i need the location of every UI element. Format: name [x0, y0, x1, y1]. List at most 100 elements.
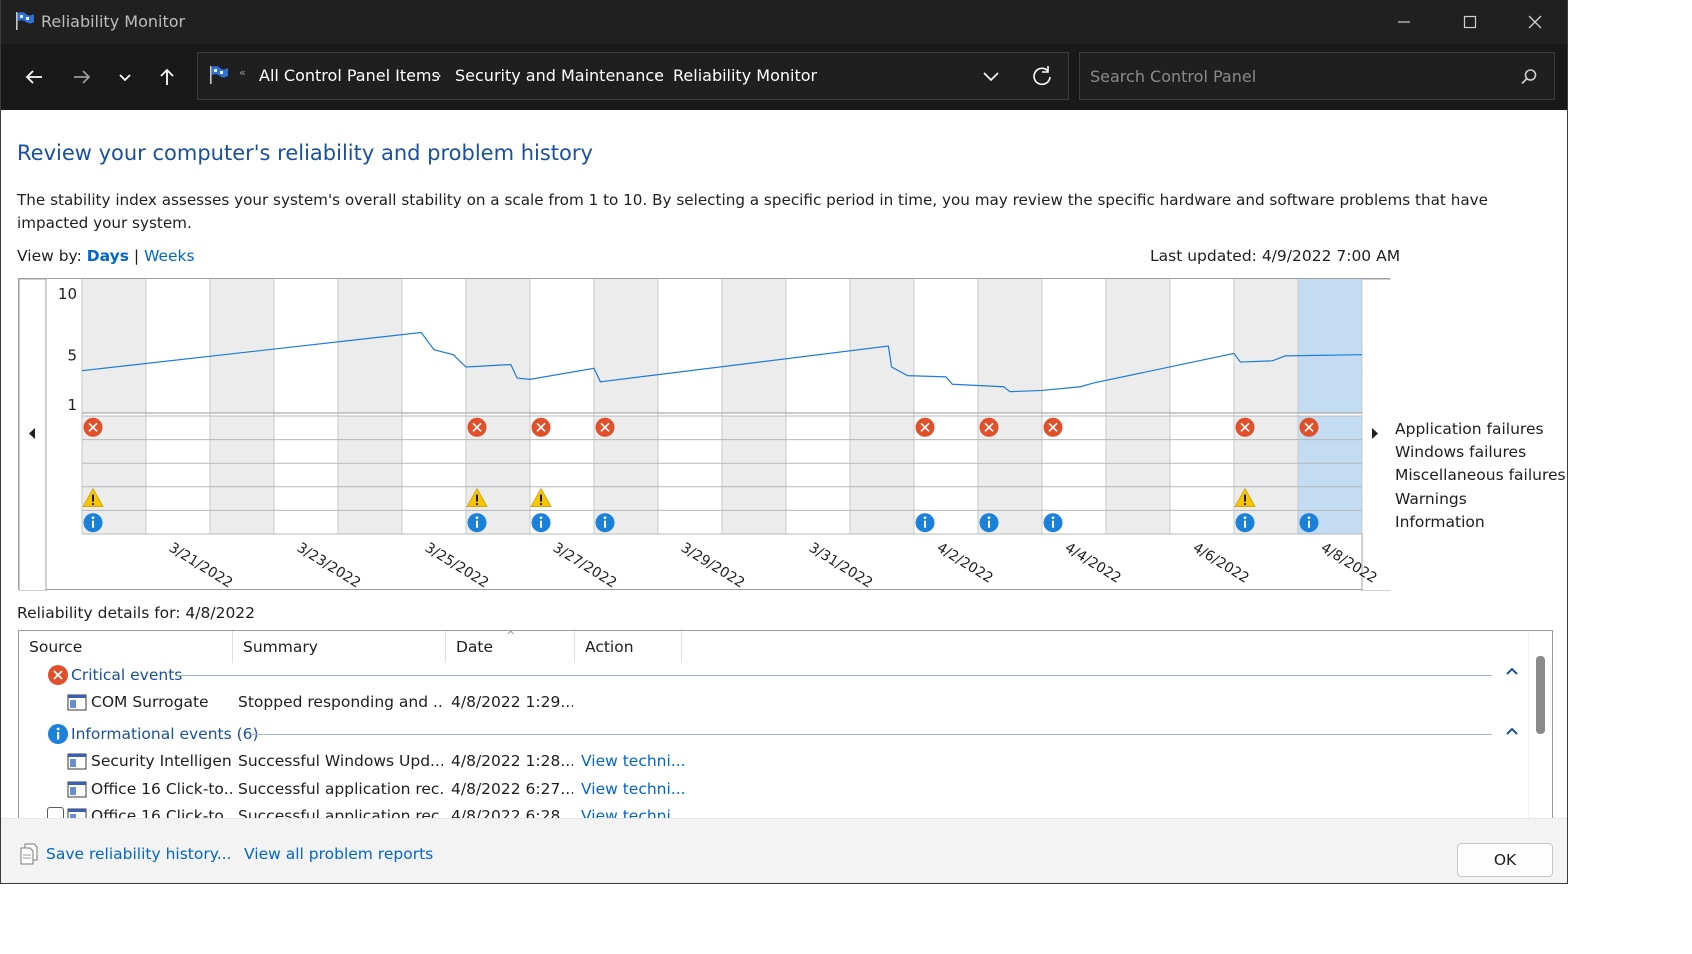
overflow-chevron-icon[interactable]: «: [239, 66, 246, 79]
footer-bar: Save reliability history... View all pro…: [1, 818, 1567, 883]
day-column: [594, 279, 658, 413]
legend-item: Information: [1395, 512, 1485, 531]
reliability-chart[interactable]: 10 5 1 3/21/2022 3/23/2022 3/25/2022 3/27/2022…: [18, 278, 1393, 592]
close-button[interactable]: [1502, 0, 1567, 44]
day-column: [1042, 279, 1106, 413]
scrollbar-thumb[interactable]: [1536, 656, 1545, 734]
forward-button[interactable]: [64, 57, 100, 97]
info-icon-bar: [1308, 520, 1310, 528]
ok-button[interactable]: OK: [1457, 843, 1553, 877]
refresh-icon: [1033, 66, 1051, 86]
error-icon-cross: [472, 422, 482, 432]
address-dropdown-button[interactable]: [982, 67, 1000, 89]
column-header-summary[interactable]: Summary: [233, 631, 446, 663]
view-all-problem-reports-link[interactable]: View all problem reports: [244, 845, 434, 863]
row-source: Office 16 Click-to...: [91, 780, 233, 798]
info-icon-dot: [987, 516, 991, 519]
day-column: [914, 279, 978, 413]
application-icon: [67, 781, 87, 798]
search-box[interactable]: Search Control Panel: [1079, 52, 1555, 100]
info-icon-bar: [540, 520, 542, 528]
error-icon-cross: [920, 422, 930, 432]
information-icon: [1235, 513, 1255, 533]
day-column: [338, 279, 402, 413]
info-icon-dot: [475, 516, 479, 519]
arrow-up-icon: [160, 68, 174, 85]
window-title: Reliability Monitor: [41, 12, 186, 31]
view-technical-details-link[interactable]: View techni...: [581, 780, 686, 798]
application-icon: [67, 694, 87, 711]
up-button[interactable]: [149, 57, 185, 97]
flag-icon: [207, 65, 231, 89]
view-by-label: View by:: [17, 247, 82, 265]
day-column: [1298, 279, 1362, 413]
date-label: 3/21/2022: [166, 540, 235, 591]
address-bar[interactable]: « All Control Panel Items › Security and…: [197, 52, 1069, 100]
day-column-events: [658, 416, 722, 534]
day-column-events: [402, 416, 466, 534]
info-icon-bar: [476, 520, 478, 528]
breadcrumb-reliability-monitor[interactable]: Reliability Monitor: [673, 66, 818, 85]
title-bar: Reliability Monitor: [1, 0, 1567, 44]
warning-icon: [466, 487, 488, 507]
view-days-link[interactable]: Days: [86, 247, 129, 265]
table-row[interactable]: Office 16 Click-to... Successful applica…: [19, 803, 1527, 820]
row-source: Security Intelligen...: [91, 752, 233, 770]
view-weeks-link[interactable]: Weeks: [144, 247, 195, 265]
breadcrumb-all-control-panel-items[interactable]: All Control Panel Items: [259, 66, 440, 85]
breadcrumb-security-and-maintenance[interactable]: Security and Maintenance: [455, 66, 665, 85]
information-icon: [595, 513, 615, 533]
collapse-critical-button[interactable]: [1505, 663, 1519, 682]
recent-locations-button[interactable]: [107, 57, 143, 97]
breadcrumb-separator-icon[interactable]: ›: [654, 68, 660, 84]
table-row[interactable]: COM Surrogate Stopped responding and ...…: [19, 689, 1527, 717]
save-reliability-history-link[interactable]: Save reliability history...: [46, 845, 232, 863]
column-header-date[interactable]: Date: [446, 631, 575, 663]
collapse-informational-button[interactable]: [1505, 723, 1519, 742]
row-date: 4/8/2022 6:27...: [451, 780, 573, 798]
info-icon-bar: [1052, 520, 1054, 528]
day-column-events: [146, 416, 210, 534]
error-icon-cross: [1048, 422, 1058, 432]
group-informational-events[interactable]: Informational events (6): [47, 723, 259, 745]
refresh-button[interactable]: [1032, 65, 1052, 91]
last-updated: Last updated: 4/9/2022 7:00 AM: [1150, 247, 1401, 265]
day-column: [146, 279, 210, 413]
back-button[interactable]: [16, 57, 52, 97]
group-critical-events-label: Critical events: [71, 666, 183, 684]
minimize-button[interactable]: [1371, 0, 1437, 44]
page-title: Review your computer's reliability and p…: [17, 141, 593, 165]
breadcrumb-separator-icon[interactable]: ›: [436, 68, 442, 84]
flag-icon: [14, 11, 36, 35]
reliability-details-table[interactable]: Source Summary Date ^ Action Critical ev…: [18, 630, 1553, 820]
chevron-down-icon: [983, 72, 999, 82]
scroll-left-icon: [29, 428, 35, 439]
search-input[interactable]: Search Control Panel: [1090, 67, 1257, 86]
table-scrollbar[interactable]: [1528, 631, 1552, 819]
date-label: 3/25/2022: [422, 540, 491, 591]
view-separator: |: [133, 247, 140, 265]
column-header-action[interactable]: Action: [575, 631, 682, 663]
maximize-button[interactable]: [1437, 0, 1503, 44]
search-icon[interactable]: [1520, 68, 1538, 90]
application-failure-icon: [595, 417, 615, 437]
table-row[interactable]: Office 16 Click-to... Successful applica…: [19, 776, 1527, 804]
arrow-left-icon: [25, 70, 42, 84]
view-technical-details-link[interactable]: View techni...: [581, 752, 686, 770]
table-row[interactable]: Security Intelligen... Successful Window…: [19, 748, 1527, 776]
view-technical-details-link[interactable]: View techni...: [581, 807, 686, 820]
group-critical-events[interactable]: Critical events: [47, 664, 182, 686]
legend-item: Miscellaneous failures: [1395, 466, 1566, 485]
application-failure-icon: [531, 417, 551, 437]
warning-icon-dot: [540, 503, 542, 506]
day-column-events: [1170, 416, 1234, 534]
day-column: [1106, 279, 1170, 413]
info-icon-dot: [1051, 516, 1055, 519]
y-tick-label: 5: [67, 347, 77, 365]
row-date: 4/8/2022 6:28...: [451, 807, 573, 820]
day-column: [82, 279, 146, 413]
day-column: [402, 279, 466, 413]
column-header-source[interactable]: Source: [19, 631, 233, 663]
row-checkbox[interactable]: [47, 807, 64, 819]
y-tick-label: 10: [58, 285, 77, 303]
